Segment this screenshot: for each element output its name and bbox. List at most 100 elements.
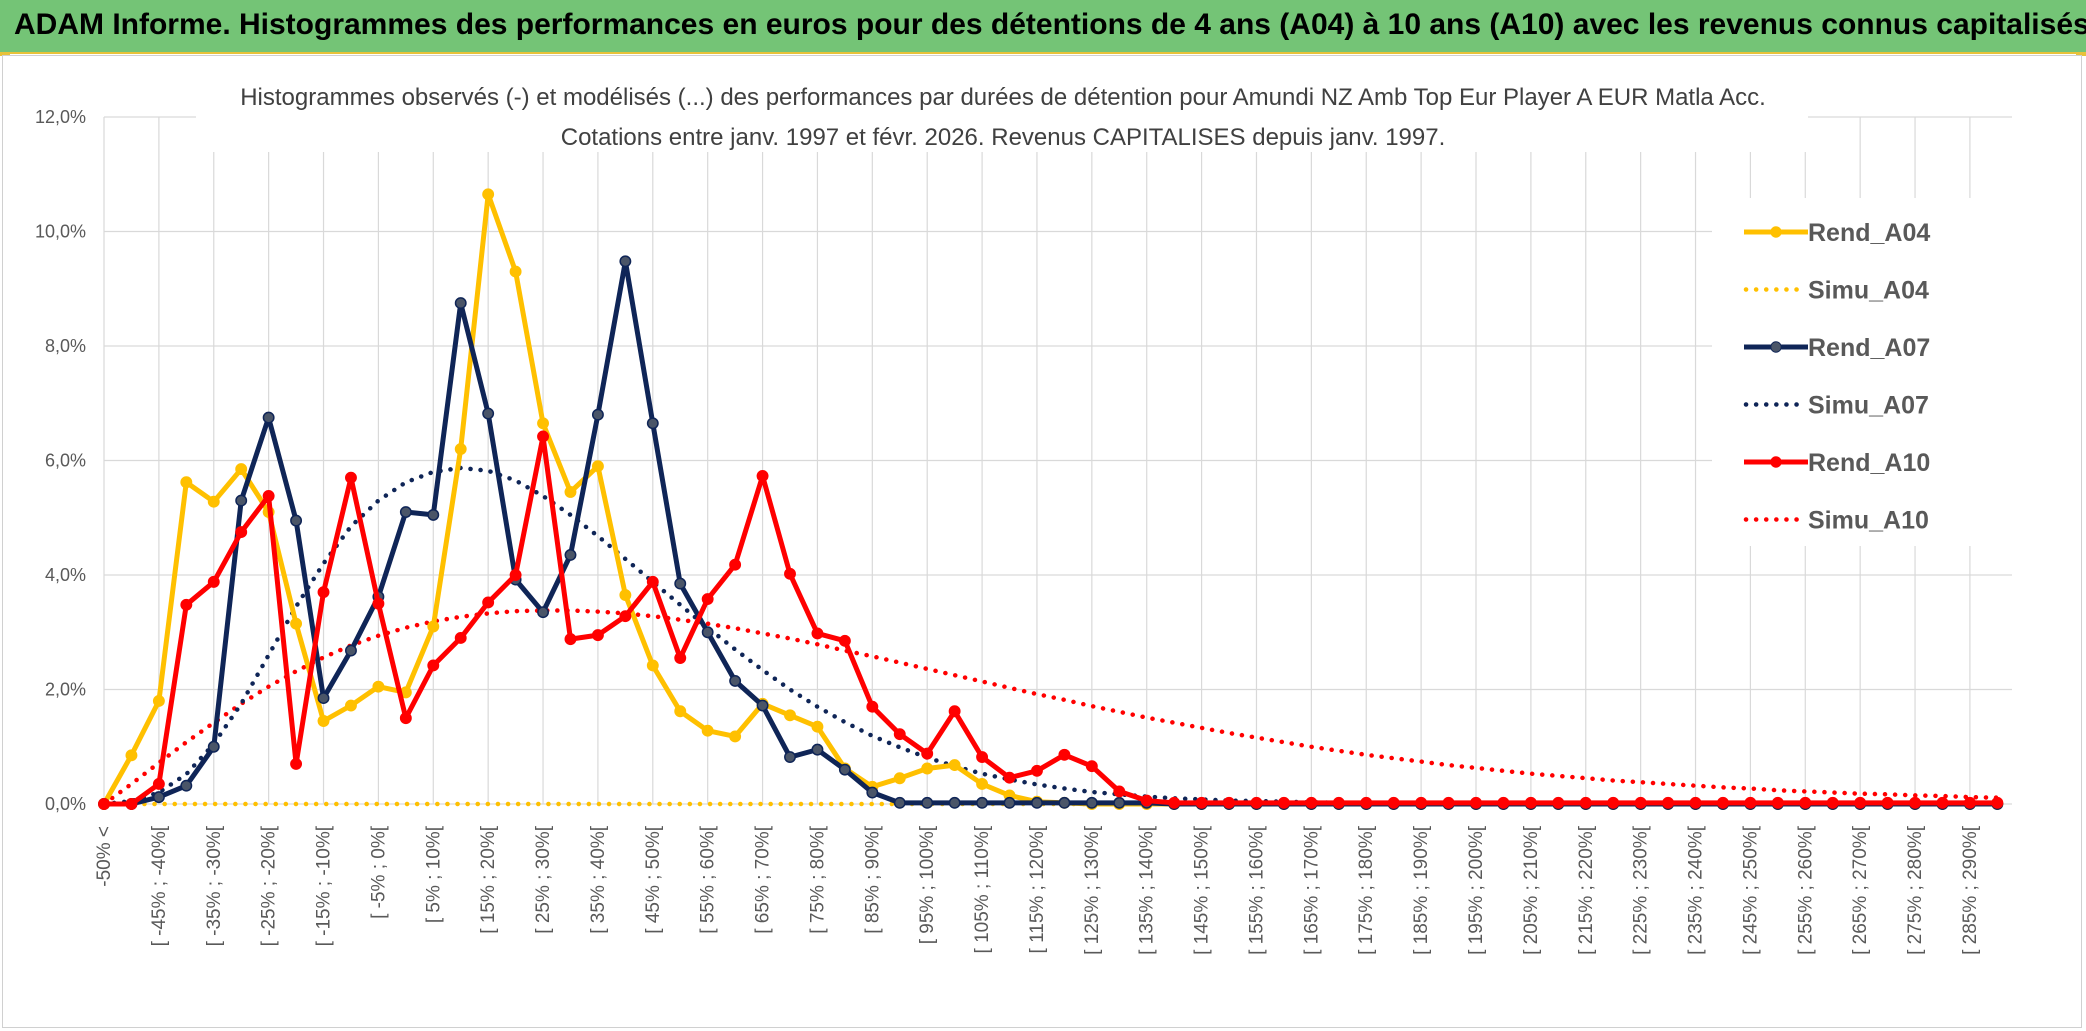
point-rend_a10 bbox=[98, 798, 110, 810]
point-rend_a10 bbox=[784, 567, 796, 580]
legend-background bbox=[1712, 198, 2012, 546]
point-rend_a10 bbox=[1168, 796, 1181, 809]
point-rend_a10 bbox=[1524, 796, 1537, 809]
point-rend_a07 bbox=[866, 786, 879, 799]
x-tick-label: [ 245% ; 250%[ bbox=[1740, 825, 1761, 955]
point-rend_a10 bbox=[262, 490, 275, 502]
legend-label: Rend_A07 bbox=[1808, 334, 1930, 362]
point-rend_a10 bbox=[1963, 796, 1976, 809]
point-rend_a10 bbox=[701, 593, 714, 605]
point-rend_a07 bbox=[1031, 796, 1043, 809]
point-rend_a10 bbox=[619, 610, 632, 623]
series bbox=[98, 188, 2004, 810]
y-tick-label: 4,0% bbox=[45, 565, 86, 585]
legend-item-rend_a10: Rend_A10 bbox=[1744, 449, 1930, 477]
point-rend_a07 bbox=[591, 408, 604, 421]
point-rend_a04 bbox=[317, 715, 330, 727]
point-rend_a10 bbox=[1387, 796, 1400, 809]
point-rend_a07 bbox=[290, 514, 303, 527]
point-rend_a10 bbox=[1607, 796, 1620, 809]
point-rend_a04 bbox=[976, 778, 989, 790]
y-tick-label: 6,0% bbox=[45, 451, 86, 471]
chart-title-line1: Histogrammes observés (-) et modélisés (… bbox=[240, 84, 1766, 111]
point-rend_a10 bbox=[152, 778, 165, 790]
point-rend_a04 bbox=[427, 620, 440, 633]
x-tick-label: [ 115% ; 120%[ bbox=[1027, 825, 1048, 953]
point-rend_a10 bbox=[1579, 796, 1592, 809]
point-rend_a10 bbox=[1662, 796, 1675, 809]
point-rend_a10 bbox=[838, 634, 851, 647]
x-tick-label: [ -35% ; -30%[ bbox=[204, 825, 225, 946]
y-tick-label: 8,0% bbox=[45, 336, 86, 356]
point-rend_a10 bbox=[1717, 796, 1729, 809]
point-rend_a04 bbox=[674, 705, 687, 718]
point-rend_a10 bbox=[1442, 796, 1455, 809]
point-rend_a07 bbox=[537, 606, 549, 619]
x-tick-label: [ 55% ; 60%[ bbox=[698, 825, 719, 933]
point-rend_a10 bbox=[1744, 796, 1757, 809]
point-rend_a07 bbox=[619, 255, 632, 268]
x-tick-label: [ 95% ; 100%[ bbox=[917, 825, 938, 944]
point-rend_a10 bbox=[235, 526, 248, 539]
point-rend_a07 bbox=[729, 674, 742, 687]
chart-frame bbox=[2, 55, 2082, 1028]
x-tick-label: [ 65% ; 70%[ bbox=[753, 825, 774, 933]
y-tick-label: 0,0% bbox=[45, 794, 86, 814]
point-rend_a04 bbox=[893, 772, 906, 785]
x-tick-label: [ 25% ; 30%[ bbox=[533, 825, 554, 933]
x-tick-label: [ 205% ; 210%[ bbox=[1521, 825, 1542, 955]
point-rend_a07 bbox=[921, 796, 934, 809]
point-rend_a07 bbox=[674, 577, 687, 590]
x-tick-label: [ 145% ; 150%[ bbox=[1192, 825, 1213, 955]
y-tick-label: 10,0% bbox=[35, 222, 86, 242]
legend: Rend_A04 Simu_A04 Rend_A07 Simu_A07 Rend_A10… bbox=[1712, 198, 2012, 546]
point-rend_a10 bbox=[1909, 796, 1921, 809]
x-tick-label: [ 45% ; 50%[ bbox=[643, 825, 664, 933]
point-rend_a04 bbox=[207, 495, 220, 508]
point-rend_a10 bbox=[1771, 796, 1784, 809]
point-rend_a07 bbox=[948, 796, 961, 809]
x-tick-label: [ 85% ; 90%[ bbox=[862, 825, 883, 933]
point-rend_a10 bbox=[756, 470, 769, 482]
point-rend_a07 bbox=[893, 796, 906, 809]
report-banner: ADAM Informe. Histogrammes des performan… bbox=[0, 0, 2086, 54]
point-rend_a10 bbox=[1854, 796, 1867, 809]
point-rend_a04 bbox=[290, 617, 303, 630]
point-rend_a10 bbox=[482, 596, 495, 609]
point-rend_a10 bbox=[1936, 796, 1949, 809]
point-rend_a04 bbox=[646, 659, 659, 672]
point-rend_a10 bbox=[125, 798, 138, 810]
point-rend_a10 bbox=[1305, 796, 1318, 809]
point-rend_a10 bbox=[674, 652, 687, 664]
legend-item-simu_a07: Simu_A07 bbox=[1743, 392, 1929, 420]
point-rend_a10 bbox=[1277, 796, 1290, 809]
point-rend_a10 bbox=[1058, 748, 1071, 761]
point-rend_a04 bbox=[345, 699, 357, 712]
point-rend_a07 bbox=[399, 506, 412, 518]
point-rend_a07 bbox=[564, 549, 577, 561]
point-rend_a07 bbox=[701, 626, 714, 639]
point-rend_a10 bbox=[1470, 796, 1482, 809]
x-tick-label: [ 265% ; 270%[ bbox=[1850, 825, 1871, 955]
x-tick-label: [ 175% ; 180%[ bbox=[1356, 825, 1377, 955]
point-rend_a04 bbox=[729, 730, 742, 743]
point-rend_a10 bbox=[345, 471, 357, 484]
x-axis-ticks: -50% < [ -45% ; -40%[[ -35% ; -30%[[ -25%… bbox=[94, 825, 1981, 955]
point-rend_a04 bbox=[454, 443, 467, 455]
point-rend_a10 bbox=[646, 575, 659, 588]
x-tick-label: [ 15% ; 20%[ bbox=[478, 825, 499, 933]
point-rend_a04 bbox=[152, 695, 165, 707]
point-rend_a10 bbox=[372, 597, 385, 610]
x-tick-label: [ -45% ; -40%[ bbox=[149, 825, 170, 946]
x-tick-label: [ 75% ; 80%[ bbox=[807, 825, 828, 933]
point-rend_a10 bbox=[1799, 796, 1812, 809]
x-tick-label: [ 215% ; 220%[ bbox=[1576, 825, 1597, 955]
x-tick-label: [ 285% ; 290%[ bbox=[1960, 825, 1981, 955]
point-rend_a04 bbox=[811, 720, 824, 733]
x-tick-label: [ 235% ; 240%[ bbox=[1686, 825, 1707, 955]
point-rend_a07 bbox=[482, 407, 495, 420]
legend-marker bbox=[1770, 456, 1782, 468]
point-rend_a10 bbox=[207, 575, 220, 588]
point-rend_a07 bbox=[152, 791, 165, 804]
point-rend_a07 bbox=[235, 494, 248, 507]
